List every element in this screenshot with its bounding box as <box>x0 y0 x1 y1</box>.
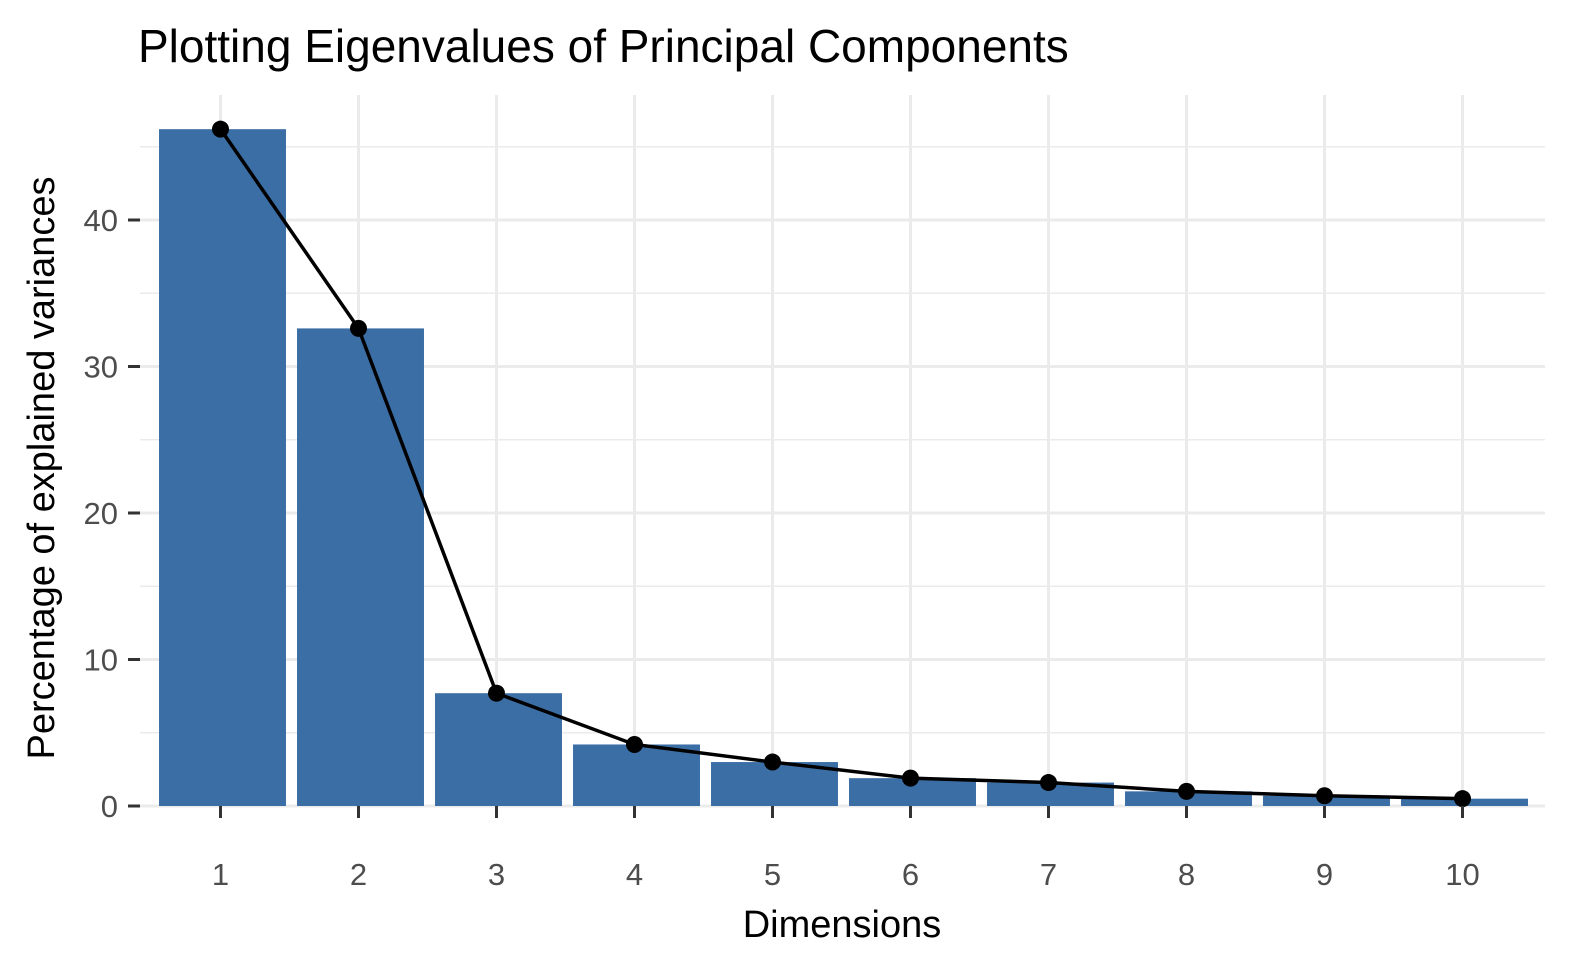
x-tick-label: 8 <box>1178 857 1195 892</box>
x-axis-title: Dimensions <box>743 904 942 946</box>
y-axis-title: Percentage of explained variances <box>21 176 63 759</box>
x-tick-label: 3 <box>488 857 505 892</box>
y-tick-label: 10 <box>84 643 118 678</box>
point-1 <box>212 120 229 138</box>
y-tick-label: 40 <box>84 203 118 238</box>
bar-1 <box>159 129 286 807</box>
y-tick-label: 30 <box>84 350 118 385</box>
trend-line <box>219 128 1463 801</box>
x-tick-label: 5 <box>764 857 781 892</box>
x-tick-label: 2 <box>350 857 367 892</box>
y-tick-label: 0 <box>101 789 118 824</box>
point-4 <box>626 735 643 753</box>
point-8 <box>1178 782 1195 800</box>
x-tick-label: 4 <box>626 857 643 892</box>
bar-2 <box>297 328 424 806</box>
bars <box>159 129 1528 807</box>
x-tick-label: 10 <box>1445 857 1479 892</box>
y-axis: 0 10 20 30 40 <box>84 203 140 824</box>
points <box>212 120 1471 808</box>
x-tick-label: 6 <box>902 857 919 892</box>
bar-4 <box>573 744 700 806</box>
point-5 <box>764 753 781 771</box>
point-6 <box>902 769 919 787</box>
y-tick-label: 20 <box>84 496 118 531</box>
x-tick-label: 1 <box>212 857 229 892</box>
point-10 <box>1454 790 1471 808</box>
x-tick-label: 7 <box>1040 857 1057 892</box>
point-9 <box>1316 787 1333 805</box>
bar-3 <box>435 693 562 806</box>
bar-7 <box>987 782 1114 806</box>
point-2 <box>350 319 367 337</box>
point-3 <box>488 684 505 702</box>
x-axis: 1 2 3 4 5 6 7 8 9 10 <box>212 806 1480 892</box>
point-7 <box>1040 774 1057 792</box>
chart-title: Plotting Eigenvalues of Principal Compon… <box>138 20 1069 72</box>
x-tick-label: 9 <box>1316 857 1333 892</box>
series-line <box>219 128 1463 801</box>
